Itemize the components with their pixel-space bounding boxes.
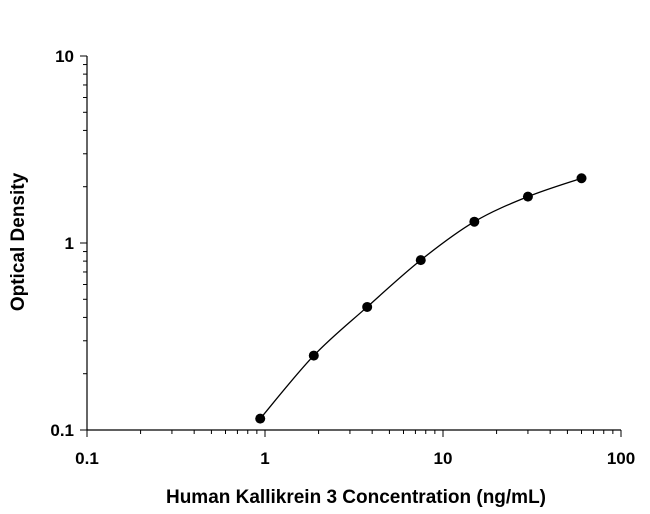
fit-curve [259, 177, 582, 420]
data-point [576, 173, 587, 184]
x-tick-label: 100 [607, 449, 635, 468]
data-point [255, 413, 266, 424]
x-tick-label: 1 [260, 449, 269, 468]
data-point [362, 301, 373, 312]
y-tick-label: 0.1 [50, 421, 74, 440]
y-tick-label: 10 [55, 47, 74, 66]
data-point [415, 255, 426, 266]
data-point [522, 191, 533, 202]
axes: 0.1 1 10 0.1 1 10 100 [50, 47, 635, 468]
data-point [308, 350, 319, 361]
data-point [469, 216, 480, 227]
y-tick-label: 1 [65, 234, 74, 253]
x-tick-label: 10 [434, 449, 453, 468]
data-points [255, 173, 587, 424]
y-axis-label: Optical Density [8, 172, 29, 311]
x-axis-label: Human Kallikrein 3 Concentration (ng/mL) [166, 487, 546, 508]
x-tick-label: 0.1 [75, 449, 99, 468]
